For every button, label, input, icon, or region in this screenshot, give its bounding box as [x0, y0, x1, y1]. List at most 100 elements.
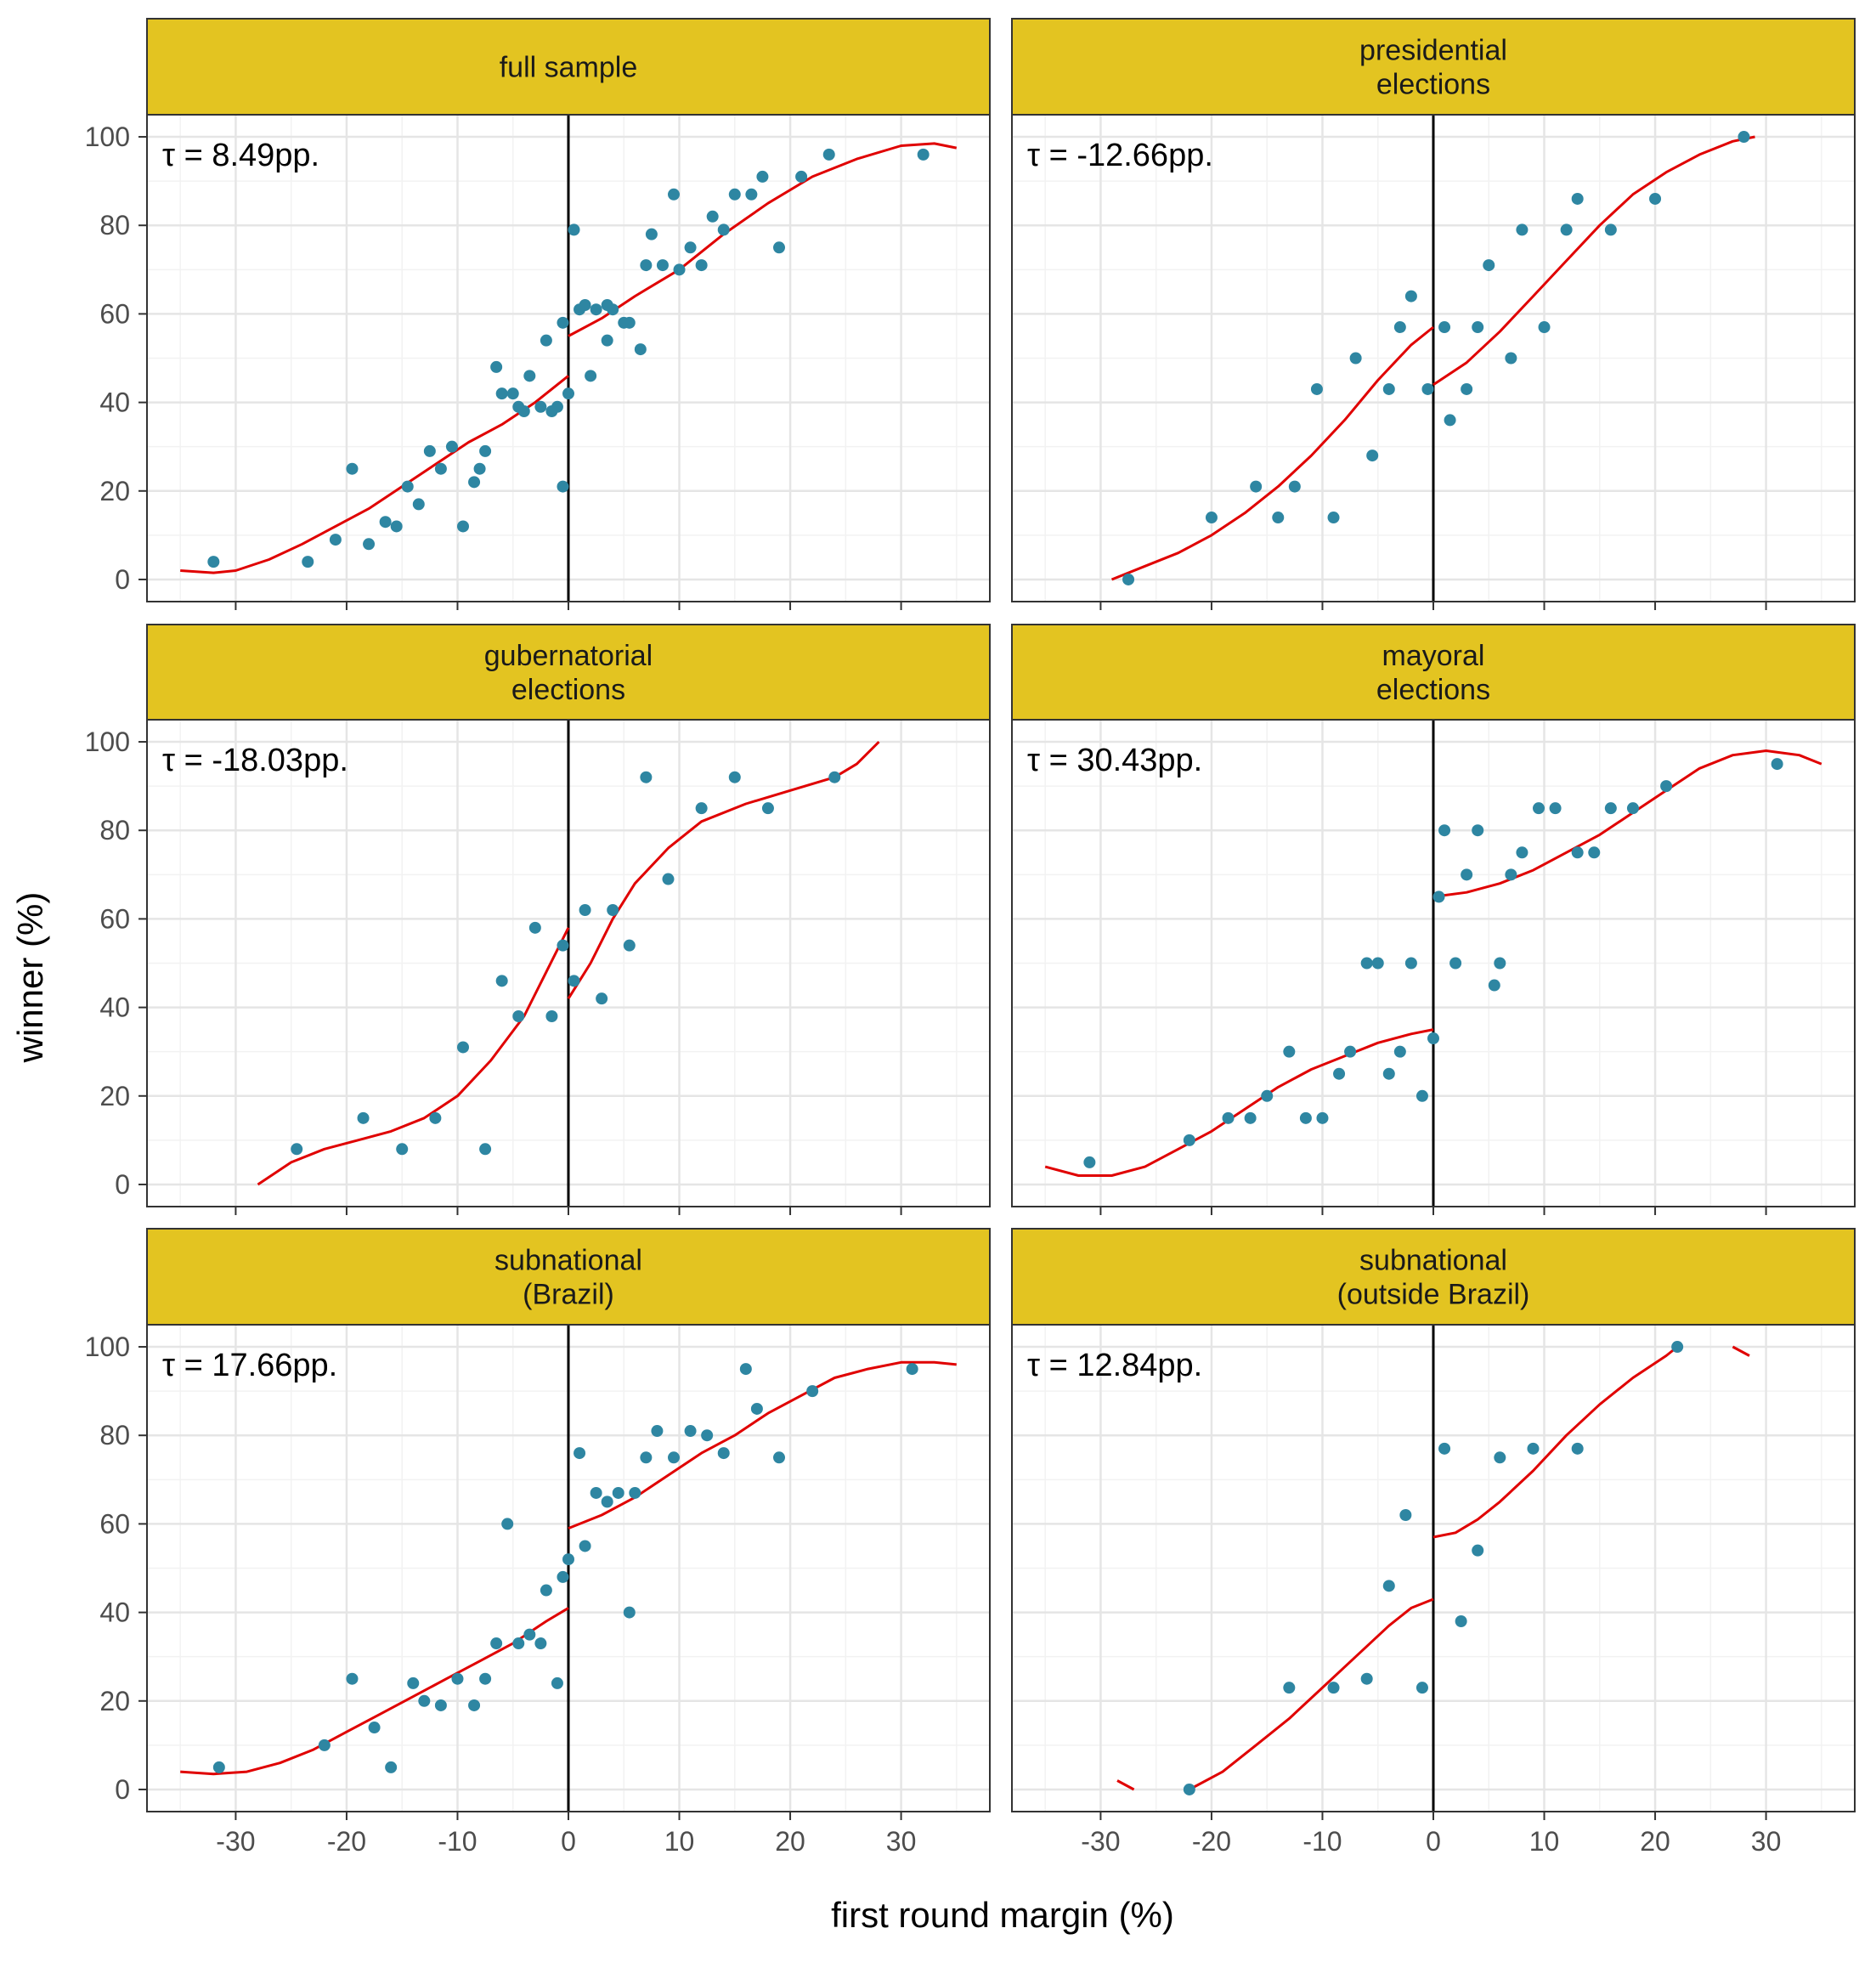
data-point	[396, 1143, 409, 1156]
data-point	[1272, 512, 1285, 524]
data-point	[557, 480, 569, 493]
data-point	[1626, 802, 1639, 815]
data-point	[574, 1447, 586, 1460]
y-tick-label: 40	[99, 992, 130, 1023]
fit-line-fragment	[1732, 1345, 1750, 1357]
data-point	[1205, 512, 1218, 524]
data-point	[1288, 480, 1301, 493]
facet-strip-label: subnational	[1359, 1245, 1507, 1277]
data-point	[1505, 868, 1517, 881]
facet-panel-6: subnational(outside Brazil) τ = 12.84pp. -…	[1011, 1228, 1856, 1857]
data-point	[1571, 192, 1584, 205]
data-point	[623, 939, 636, 952]
tau-annotation: τ = 17.66pp.	[162, 1348, 337, 1383]
data-point	[1283, 1682, 1296, 1694]
data-point	[634, 343, 647, 356]
y-tick-label: 60	[99, 298, 130, 329]
data-point	[1444, 414, 1456, 427]
data-point	[540, 1584, 552, 1597]
data-point	[623, 316, 636, 329]
data-point	[706, 210, 719, 223]
facet-strip	[1011, 18, 1856, 116]
data-point	[773, 241, 785, 254]
data-point	[1738, 131, 1750, 144]
facet-strip-label: (outside Brazil)	[1337, 1279, 1530, 1311]
data-point	[490, 360, 503, 373]
x-tick-label: 0	[1426, 1826, 1441, 1857]
data-point	[1571, 1442, 1584, 1455]
data-point	[418, 1694, 431, 1707]
data-point	[1533, 802, 1545, 815]
data-point	[540, 334, 552, 347]
data-point	[1310, 382, 1323, 395]
data-point	[329, 534, 342, 546]
data-point	[1604, 223, 1617, 236]
facet-strip-label: elections	[1376, 674, 1490, 706]
data-point	[645, 228, 658, 240]
data-point	[728, 188, 741, 201]
x-tick-label: 30	[886, 1826, 917, 1857]
facet-strip-label: gubernatorial	[484, 640, 653, 672]
data-point	[1222, 1111, 1235, 1124]
data-point	[346, 1672, 359, 1685]
facet-strip-label: subnational	[494, 1245, 642, 1277]
data-point	[656, 259, 669, 272]
data-point	[545, 1010, 558, 1023]
data-point	[1382, 382, 1395, 395]
data-point	[385, 1761, 398, 1773]
data-point	[1560, 223, 1573, 236]
data-point	[1371, 957, 1384, 970]
x-tick-label: -10	[438, 1826, 477, 1857]
data-point	[1472, 321, 1484, 334]
facet-strip	[146, 18, 991, 116]
y-tick-label: 20	[99, 1081, 130, 1111]
data-point	[1344, 1045, 1357, 1058]
data-point	[1415, 1682, 1428, 1694]
data-point	[640, 259, 653, 272]
data-point	[1250, 480, 1263, 493]
x-tick-label: 10	[1529, 1826, 1560, 1857]
data-point	[590, 1486, 602, 1499]
data-point	[1283, 1045, 1296, 1058]
data-point	[1771, 758, 1783, 771]
data-point	[401, 480, 414, 493]
data-point	[1299, 1111, 1312, 1124]
x-tick-label: 10	[664, 1826, 695, 1857]
data-point	[822, 148, 835, 161]
tau-annotation: τ = 12.84pp.	[1027, 1348, 1202, 1383]
y-tick-label: 80	[99, 1420, 130, 1450]
data-point	[695, 802, 708, 815]
data-point	[585, 370, 597, 382]
x-tick-label: -30	[216, 1826, 255, 1857]
data-point	[1393, 321, 1406, 334]
data-point	[579, 903, 591, 916]
data-point	[750, 1402, 763, 1415]
data-point	[717, 1447, 730, 1460]
fit-line-right	[568, 142, 958, 337]
data-point	[1461, 868, 1473, 881]
data-point	[651, 1425, 664, 1438]
data-point	[1438, 321, 1451, 334]
data-point	[1505, 352, 1517, 365]
y-tick-label: 100	[85, 727, 130, 757]
data-point	[662, 873, 675, 885]
data-point	[512, 1010, 525, 1023]
data-point	[828, 771, 841, 783]
fit-line-left	[180, 375, 569, 574]
data-point	[579, 1540, 591, 1552]
data-point	[357, 1111, 370, 1124]
data-point	[291, 1143, 303, 1156]
y-tick-label: 40	[99, 387, 130, 418]
y-axis-title: winner (%)	[10, 892, 50, 1064]
data-point	[1461, 382, 1473, 395]
data-point	[523, 370, 536, 382]
data-point	[1083, 1156, 1096, 1168]
tau-annotation: τ = -12.66pp.	[1027, 138, 1213, 173]
x-tick-label: -30	[1081, 1826, 1120, 1857]
data-point	[640, 771, 653, 783]
data-point	[568, 975, 580, 987]
data-point	[528, 921, 541, 934]
y-tick-label: 80	[99, 815, 130, 845]
